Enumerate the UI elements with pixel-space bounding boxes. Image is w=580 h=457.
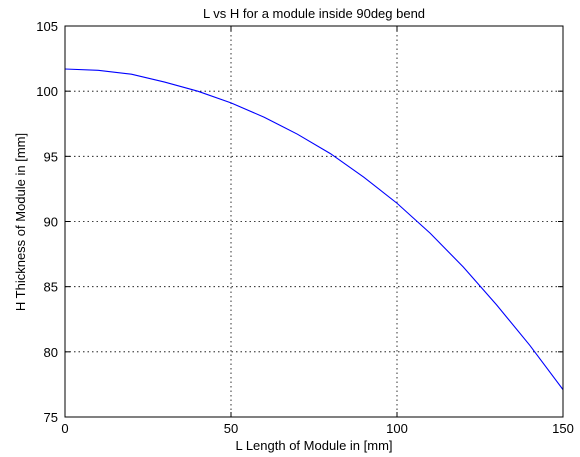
y-tick-label: 85 (44, 280, 58, 295)
chart-title: L vs H for a module inside 90deg bend (203, 6, 425, 21)
y-tick-label: 95 (44, 149, 58, 164)
y-tick-label: 100 (36, 84, 58, 99)
y-tick-label: 90 (44, 215, 58, 230)
y-axis-label: H Thickness of Module in [mm] (13, 133, 28, 311)
series-layer (64, 68, 564, 390)
ticks: 0 50 100 150 75 80 85 90 95 100 105 (36, 19, 574, 436)
series-line (64, 68, 564, 390)
x-tick-label: 100 (386, 421, 408, 436)
y-tick-label: 105 (36, 19, 58, 34)
x-tick-label: 0 (61, 421, 68, 436)
x-tick-label: 150 (552, 421, 574, 436)
grid (65, 26, 563, 417)
y-tick-label: 75 (44, 410, 58, 425)
x-axis-label: L Length of Module in [mm] (235, 438, 392, 453)
x-tick-label: 50 (224, 421, 238, 436)
y-tick-label: 80 (44, 345, 58, 360)
